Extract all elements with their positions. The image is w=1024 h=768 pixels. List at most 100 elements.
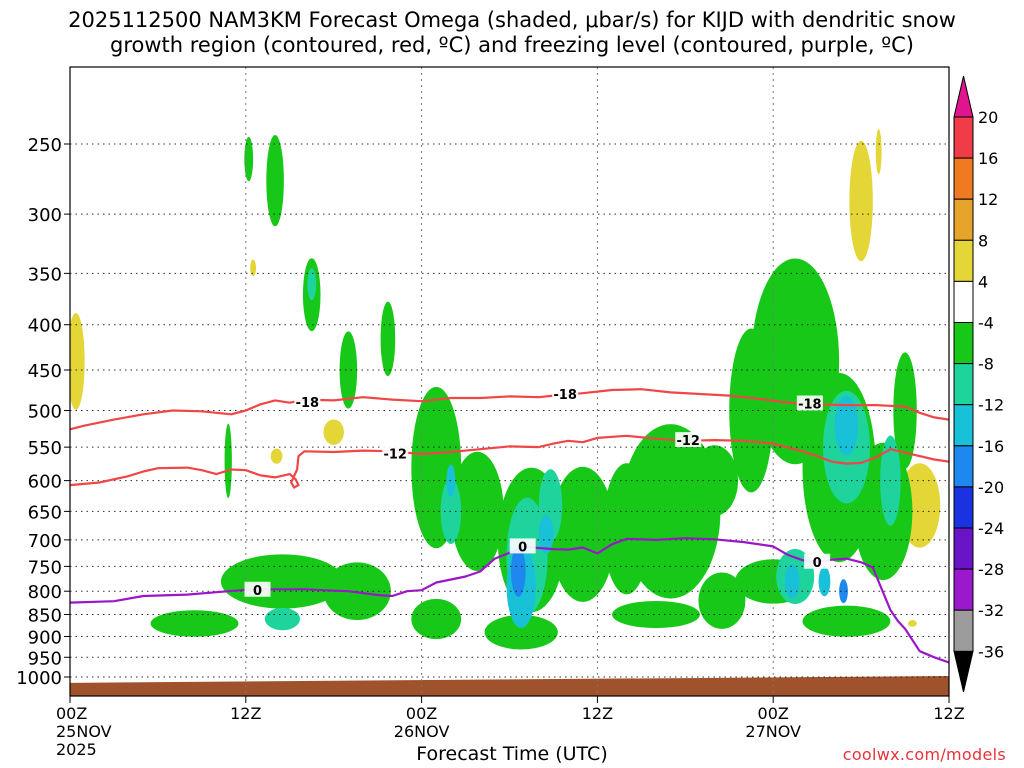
plot-frame [69, 66, 950, 697]
colorbar-tick-label: -32 [978, 601, 1004, 620]
omega-region [150, 610, 239, 637]
colorbar-band [953, 527, 974, 570]
contour--12 [70, 434, 949, 489]
colorbar-bottom-arrow [953, 650, 974, 693]
y-tick-label: 750 [28, 557, 62, 578]
y-tick-label: 800 [28, 582, 62, 603]
omega-region [550, 466, 615, 602]
x-tick-year: 2025 [56, 740, 97, 759]
chart-title-line2: growth region (contoured, red, ºC) and f… [110, 33, 914, 57]
colorbar-tick-label: -28 [978, 560, 1004, 579]
colorbar-tick-label: -12 [978, 396, 1004, 415]
colorbar-band [953, 609, 974, 652]
omega-region [270, 448, 283, 464]
omega-region [380, 301, 396, 377]
terrain-fill [70, 676, 949, 696]
y-tick-label: 250 [28, 135, 62, 156]
x-tick-label: 00Z [758, 704, 789, 723]
contour-label: -18 [296, 396, 320, 411]
x-tick-label: 00Z [56, 704, 87, 723]
contour-0 [70, 537, 949, 664]
omega-region [538, 514, 554, 554]
x-tick-date: 25NOV [56, 722, 112, 741]
x-tick-label: 00Z [406, 704, 437, 723]
colorbar-top-arrow [953, 75, 974, 118]
omega-region [244, 136, 254, 182]
x-tick-label: 12Z [582, 704, 613, 723]
y-tick-label: 600 [28, 472, 62, 493]
y-tick-label: 650 [28, 502, 62, 523]
contour-label: 0 [518, 540, 527, 555]
contour-label-bg [509, 538, 536, 554]
contour-label-bg [382, 445, 409, 461]
omega-region [484, 614, 558, 650]
colorbar-tick-label: -20 [978, 478, 1004, 497]
x-tick-date: 26NOV [394, 722, 450, 741]
x-axis-label: Forecast Time (UTC) [416, 743, 608, 765]
x-tick-date: 27NOV [745, 722, 801, 741]
colorbar-band [953, 568, 974, 611]
y-tick-label: 450 [28, 361, 62, 382]
y-tick-label: 900 [28, 627, 62, 648]
colorbar-tick-label: -36 [978, 642, 1004, 661]
y-tick-label: 1000 [16, 668, 62, 689]
colorbar-tick-label: -16 [978, 437, 1004, 456]
omega-region [612, 600, 700, 629]
contour-label-bg [675, 432, 702, 448]
y-tick-label: 700 [28, 531, 62, 552]
colorbar-tick-label: 12 [978, 190, 998, 209]
omega-region [875, 128, 882, 175]
omega-region [698, 572, 746, 629]
y-tick-label: 500 [28, 402, 62, 423]
contour-label: -18 [798, 398, 822, 413]
contour-label-bg [552, 386, 579, 402]
y-tick-label: 350 [28, 264, 62, 285]
y-tick-label: 400 [28, 316, 62, 337]
colorbar-band [953, 239, 974, 282]
omega-region [802, 605, 891, 637]
y-tick-label: 550 [28, 438, 62, 459]
colorbar-band [953, 322, 974, 365]
contour-label: -12 [676, 434, 700, 449]
omega-region [907, 620, 917, 627]
chart-title-line1: 2025112500 NAM3KM Forecast Omega (shaded… [68, 8, 956, 32]
contour-label: 0 [813, 556, 822, 571]
colorbar-tick-label: 20 [978, 108, 998, 127]
omega-region [266, 134, 284, 227]
colorbar-band [953, 280, 974, 323]
omega-region [224, 423, 232, 499]
colorbar-tick-label: 16 [978, 149, 998, 168]
y-axis: 250 300 350 400 450 500 550 600 650 700 750 800 8509… [16, 135, 70, 689]
credit-link[interactable]: coolwx.com/models [842, 745, 1006, 764]
omega-region [70, 313, 85, 410]
colorbar: 20 16 12 8 4 -4 -8 -12 -16 -20 -24 -28 -32 -36 [953, 75, 1004, 693]
omega-region [818, 566, 831, 597]
contour-label-bg [244, 581, 271, 597]
omega-region [250, 259, 257, 277]
colorbar-band [953, 157, 974, 200]
contour-label-bg [294, 393, 321, 409]
terrain-layer [70, 676, 949, 696]
omega-region [839, 579, 848, 604]
colorbar-band [953, 486, 974, 529]
y-tick-label: 850 [28, 606, 62, 627]
omega-region [323, 419, 344, 445]
omega-region [264, 607, 301, 631]
colorbar-tick-label: 8 [978, 231, 988, 250]
colorbar-band [953, 363, 974, 406]
colorbar-band [953, 445, 974, 488]
y-tick-label: 300 [28, 205, 62, 226]
omega-region [411, 598, 462, 640]
colorbar-band [953, 198, 974, 241]
colorbar-band [953, 404, 974, 447]
colorbar-tick-label: 4 [978, 272, 988, 291]
contour-lines: -18 -18 -18 -12 -12 0 0 0 [70, 386, 949, 664]
omega-region [849, 140, 873, 262]
omega-region [307, 268, 317, 301]
colorbar-tick-label: -4 [978, 314, 994, 333]
omega-region [893, 352, 917, 469]
omega-region [510, 546, 526, 597]
omega-shading [70, 128, 941, 650]
colorbar-tick-label: -8 [978, 355, 994, 374]
